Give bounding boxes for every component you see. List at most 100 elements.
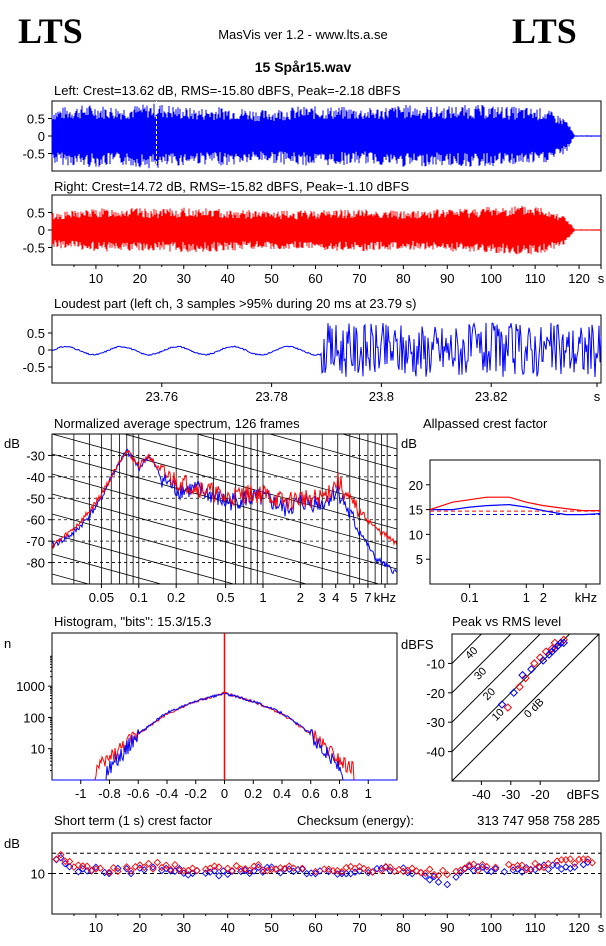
- crest-point-left: [74, 868, 83, 876]
- x-tick-label: 5: [350, 590, 357, 605]
- x-tick-label: 2: [540, 590, 547, 605]
- x-tick-label: 0: [221, 786, 228, 801]
- x-tick-label: 0.8: [330, 786, 348, 801]
- crest-point-right: [289, 864, 298, 872]
- y-tick-label: 0.5: [27, 326, 45, 341]
- short-term-crest-plot: Short term (1 s) crest factor Checksum (e…: [4, 813, 605, 935]
- x-tick-label: -0.6: [127, 786, 149, 801]
- crest-point-right: [127, 867, 135, 875]
- crest-point-right: [105, 868, 113, 877]
- left-channel-waveform-plot: Left: Crest=13.62 dB, RMS=-15.80 dBFS, P…: [23, 83, 602, 172]
- crest-point-left: [210, 867, 219, 875]
- x-tick-label: -30: [501, 787, 520, 802]
- x-tick-label: 3: [319, 590, 326, 605]
- rms-point-left: [509, 688, 518, 698]
- logo-left: LTS: [18, 11, 83, 51]
- crest-point-right: [109, 864, 118, 872]
- x-tick-label: 70: [352, 920, 366, 935]
- slope-gridline: [52, 513, 308, 584]
- y-tick-label: -0.5: [23, 241, 45, 256]
- crest-point-right: [52, 855, 61, 863]
- crest-point-left: [276, 869, 285, 877]
- x-tick-label: 120: [568, 920, 590, 935]
- x-tick-label: -0.2: [185, 786, 207, 801]
- crest-point-right: [180, 866, 188, 875]
- y-axis-label: dB: [4, 436, 20, 451]
- x-tick-label: 10: [89, 920, 103, 935]
- right-channel-waveform-plot: Right: Crest=14.72 dB, RMS=-15.82 dBFS, …: [23, 179, 605, 286]
- crest-point-right: [193, 866, 201, 875]
- crest-point-right: [237, 865, 245, 873]
- rms-point-right: [530, 659, 539, 668]
- y-tick-label: 0: [38, 343, 45, 358]
- x-tick-label: 7: [364, 590, 371, 605]
- slope-gridline: [52, 434, 397, 530]
- rms-point-left: [518, 670, 527, 680]
- plot-title: Left: Crest=13.62 dB, RMS=-15.80 dBFS, P…: [54, 83, 401, 98]
- crest-line: [452, 634, 599, 781]
- crest-point-right: [368, 868, 377, 876]
- crest-point-left: [188, 869, 197, 878]
- crest-point-right: [311, 867, 320, 876]
- crest-point-right: [557, 856, 566, 864]
- crest-point-right: [382, 862, 390, 871]
- crest-point-right: [338, 868, 346, 876]
- x-tick-label: 60: [308, 920, 322, 935]
- crest-point-right: [439, 866, 447, 875]
- x-tick-label: 0.5: [217, 590, 235, 605]
- crest-point-left: [250, 867, 258, 875]
- y-tick-label: 0: [38, 129, 45, 144]
- crest-point-right: [122, 863, 131, 871]
- crest-point-right: [320, 865, 329, 873]
- x-tick-label: 0.2: [167, 590, 185, 605]
- x-tick-label: 30: [177, 920, 191, 935]
- crest-point-right: [386, 863, 394, 871]
- x-tick-label: 1: [523, 590, 530, 605]
- y-tick-label: -10: [426, 656, 445, 671]
- crest-point-right: [491, 863, 500, 872]
- crest-point-right: [579, 855, 588, 863]
- x-tick-label: 23.76: [146, 389, 179, 404]
- crest-point-left: [469, 866, 478, 875]
- crest-point-left: [434, 878, 443, 886]
- y-axis-label: n: [4, 636, 11, 651]
- x-tick-label: 50: [264, 920, 278, 935]
- app-title: MasVis ver 1.2 - www.lts.a.se: [218, 27, 388, 42]
- y-tick-label: 100: [23, 710, 45, 725]
- x-tick-label: 23.78: [255, 389, 288, 404]
- logo-right: LTS: [512, 11, 577, 51]
- crest-point-right: [166, 865, 175, 874]
- x-tick-label: 1: [259, 590, 266, 605]
- y-tick-label: -20: [426, 686, 445, 701]
- y-axis-label: dB: [4, 836, 20, 851]
- y-tick-label: 0: [38, 223, 45, 238]
- crest-point-right: [144, 859, 153, 868]
- crest-trace-left: [430, 503, 601, 516]
- y-tick-label: 20: [409, 478, 423, 493]
- x-tick-label: 30: [177, 271, 191, 286]
- x-tick-label: kHz: [374, 590, 396, 605]
- rms-point-left: [553, 641, 563, 651]
- x-tick-label: 0.4: [273, 786, 291, 801]
- crest-point-right: [114, 867, 122, 876]
- crest-point-right: [57, 850, 65, 859]
- crest-point-right: [175, 866, 184, 875]
- crest-trace-right: [429, 496, 600, 512]
- x-tick-label: 0.1: [130, 590, 148, 605]
- x-tick-label: -1: [75, 786, 87, 801]
- plot-title: Short term (1 s) crest factor: [54, 813, 213, 828]
- x-tick-label: s: [598, 920, 605, 935]
- y-tick-label: 0.5: [27, 206, 45, 221]
- y-tick-label: -50: [26, 491, 45, 506]
- spectrum-trace-left: [52, 448, 397, 575]
- crest-point-left: [215, 871, 223, 880]
- y-tick-label: 0.5: [27, 112, 45, 127]
- crest-point-right: [526, 865, 535, 874]
- histogram-plot: Histogram, "bits": 15.3/15.3n100010010-1…: [4, 614, 398, 801]
- y-tick-label: -40: [426, 745, 445, 760]
- crest-point-right: [540, 863, 548, 872]
- crest-point-right: [421, 869, 430, 878]
- plot-frame: [451, 633, 600, 782]
- slope-gridline: [52, 493, 381, 584]
- crest-line-label: 20: [481, 686, 498, 703]
